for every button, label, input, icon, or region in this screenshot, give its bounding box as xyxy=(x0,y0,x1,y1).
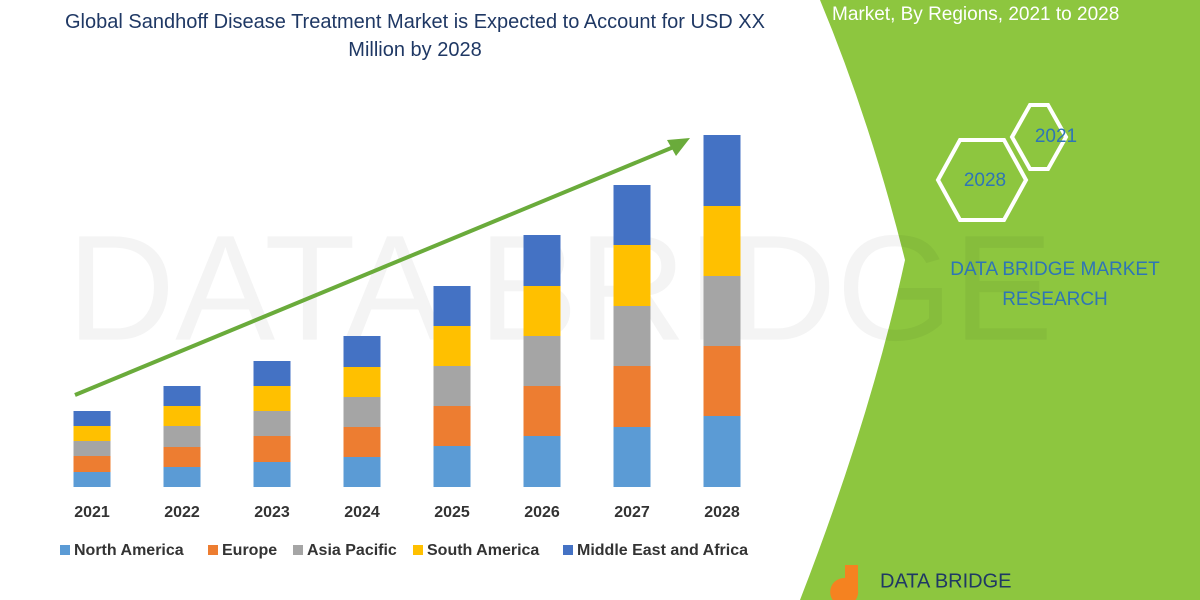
bar-segment xyxy=(613,306,651,366)
x-tick-label: 2022 xyxy=(164,504,200,521)
bar-segment xyxy=(343,336,381,367)
x-tick-label: 2024 xyxy=(344,504,380,521)
bar-segment xyxy=(73,411,111,426)
bar-segment xyxy=(163,467,201,487)
legend-swatch xyxy=(563,545,573,555)
bar-segment xyxy=(163,426,201,447)
logo-icon xyxy=(830,565,859,600)
legend-label: North America xyxy=(74,542,184,559)
logo-text: DATA BRIDGE xyxy=(880,570,1012,592)
trend-arrow xyxy=(74,144,677,397)
legend-label: South America xyxy=(427,542,539,559)
bar-segment xyxy=(523,386,561,436)
legend-label: Europe xyxy=(222,542,277,559)
bar-segment xyxy=(253,462,291,487)
hexagon xyxy=(935,138,1029,222)
hexagon-label: 2028 xyxy=(964,170,1006,191)
bar-segment xyxy=(253,411,291,436)
bar-segment xyxy=(433,326,471,366)
bar-segment xyxy=(73,426,111,441)
hexagon xyxy=(1009,103,1069,171)
x-tick-label: 2021 xyxy=(74,504,110,521)
legend-label: Middle East and Africa xyxy=(577,542,748,559)
bar-segment xyxy=(253,436,291,462)
bar-segment xyxy=(703,416,741,487)
bar-segment xyxy=(433,286,471,326)
hexagon-label: 2021 xyxy=(1035,126,1077,147)
bars xyxy=(73,135,741,487)
bar-segment xyxy=(523,336,561,386)
bar-segment xyxy=(703,276,741,346)
x-tick-label: 2027 xyxy=(614,504,650,521)
bar-segment xyxy=(253,361,291,386)
bar-segment xyxy=(703,206,741,276)
brand-text: DATA BRIDGE MARKET RESEARCH xyxy=(950,259,1160,310)
x-tick-label: 2025 xyxy=(434,504,470,521)
bar-segment xyxy=(613,185,651,245)
bar-segment xyxy=(433,446,471,487)
bar-segment xyxy=(703,135,741,206)
bar-segment xyxy=(613,245,651,306)
panel-heading: Market, By Regions, 2021 to 2028 xyxy=(832,4,1120,25)
bar-segment xyxy=(613,366,651,427)
bar-segment xyxy=(343,427,381,457)
bar-segment xyxy=(523,235,561,286)
x-tick-label: 2028 xyxy=(704,504,740,521)
bar-segment xyxy=(433,366,471,406)
bar-segment xyxy=(163,406,201,426)
x-tick-label: 2026 xyxy=(524,504,560,521)
bar-segment xyxy=(703,346,741,416)
legend-swatch xyxy=(413,545,423,555)
x-tick-label: 2023 xyxy=(254,504,290,521)
bar-segment xyxy=(253,386,291,411)
bar-segment xyxy=(73,472,111,487)
bar-segment xyxy=(163,386,201,406)
arrow-head xyxy=(667,138,690,156)
bar-segment xyxy=(73,456,111,472)
bar-segment xyxy=(523,286,561,336)
legend-swatch xyxy=(293,545,303,555)
bar-segment xyxy=(613,427,651,487)
bar-segment xyxy=(73,441,111,456)
bar-segment xyxy=(343,457,381,487)
bar-segment xyxy=(163,447,201,467)
legend-label: Asia Pacific xyxy=(307,542,397,559)
bar-segment xyxy=(523,436,561,487)
chart-title: Global Sandhoff Disease Treatment Market… xyxy=(65,11,765,61)
legend-swatch xyxy=(208,545,218,555)
legend-swatch xyxy=(60,545,70,555)
bar-segment xyxy=(343,367,381,397)
bar-segment xyxy=(433,406,471,446)
bar-segment xyxy=(343,397,381,427)
side-panel xyxy=(800,0,1200,600)
